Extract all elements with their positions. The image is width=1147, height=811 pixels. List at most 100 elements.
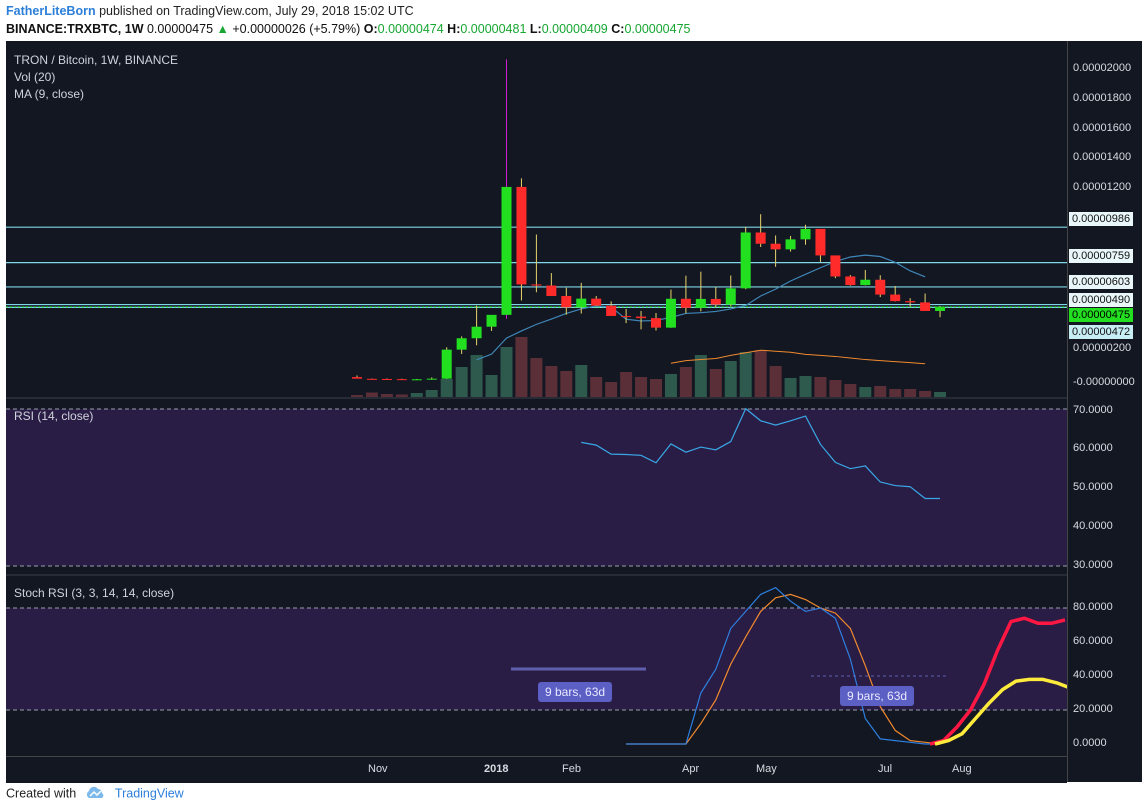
volume-bar: [650, 379, 662, 397]
stoch-tick: 60.0000: [1073, 635, 1113, 647]
volume-ma-line: [670, 349, 926, 365]
volume-legend[interactable]: Vol (20): [14, 70, 56, 84]
stoch-tick: 40.0000: [1073, 669, 1113, 681]
low-value: 0.00000409: [541, 22, 608, 36]
candle-down: [920, 302, 931, 311]
price-tick: 0.00000200: [1073, 342, 1132, 354]
close-label: C:: [611, 22, 625, 36]
projection-red-line: [929, 616, 1066, 746]
candle-down: [710, 298, 721, 305]
tradingview-cloud-icon: [84, 786, 106, 802]
volume-bar: [410, 393, 423, 397]
rsi-tick: 30.0000: [1073, 559, 1113, 571]
level-tag: 0.00000603: [1069, 275, 1134, 289]
level-tag: 0.00000490: [1069, 293, 1134, 307]
volume-bar: [425, 390, 438, 397]
candle-down: [531, 284, 542, 286]
volume-bar: [874, 386, 887, 397]
open-value: 0.00000474: [377, 22, 444, 36]
volume-bar: [545, 366, 558, 397]
volume-bar: [470, 355, 483, 397]
measure-label-2[interactable]: 9 bars, 63d: [840, 686, 915, 706]
volume-bar: [799, 376, 812, 397]
publish-header: FatherLiteBorn published on TradingView.…: [6, 4, 414, 18]
volume-bar: [784, 378, 797, 397]
candle-down: [591, 298, 602, 306]
candle-up: [426, 378, 437, 380]
volume-bar: [709, 369, 722, 397]
volume-bar: [395, 394, 408, 397]
price-tick: 0.00001800: [1073, 92, 1132, 104]
tradingview-link[interactable]: TradingView: [114, 786, 184, 801]
candle-up: [860, 279, 871, 286]
time-tick: Nov: [368, 763, 388, 775]
candle-down: [755, 232, 766, 244]
stoch-tick: 0.0000: [1073, 737, 1107, 749]
measure-label-1[interactable]: 9 bars, 63d: [538, 682, 613, 702]
created-with-label: Created with: [6, 786, 77, 801]
high-label: H:: [447, 22, 461, 36]
volume-bar: [380, 394, 393, 397]
volume-bar: [724, 361, 737, 397]
price-tick: 0.00002000: [1073, 62, 1132, 74]
ohlc-header: BINANCE:TRXBTC, 1W 0.00000475 ▲ +0.00000…: [6, 22, 691, 36]
volume-bar: [694, 355, 707, 397]
last-price-tag: 0.00000475: [1069, 308, 1134, 322]
candle-down: [621, 315, 632, 317]
volume-bar: [590, 377, 603, 397]
level-tag: 0.00000472: [1069, 325, 1134, 339]
candle-up: [486, 314, 497, 327]
volume-bar: [485, 375, 498, 397]
price-tick: -0.00000000: [1073, 376, 1135, 388]
volume-bar: [679, 367, 692, 397]
volume-bar: [829, 380, 842, 397]
volume-bar: [859, 387, 872, 397]
footer: Created with TradingView: [6, 786, 184, 802]
time-scale[interactable]: Nov 2018 Feb Apr May Jul Aug: [6, 756, 1067, 783]
candle-down: [875, 279, 886, 295]
author-link[interactable]: FatherLiteBorn: [6, 4, 96, 18]
candle-down: [546, 285, 557, 296]
low-label: L:: [529, 22, 542, 36]
published-text: published on TradingView.com, July 29, 2…: [99, 4, 414, 18]
price-scale[interactable]: 0.00002000 0.00001800 0.00001600 0.00001…: [1067, 41, 1142, 782]
candle-down: [606, 305, 617, 316]
volume-bar: [500, 347, 513, 397]
candle-up: [725, 288, 736, 305]
volume-bar: [515, 337, 528, 397]
candle-up: [501, 186, 512, 315]
volume-bar: [934, 392, 947, 397]
chart-canvas[interactable]: [6, 41, 1071, 782]
volume-bar: [754, 350, 767, 397]
volume-bar: [440, 379, 453, 397]
candle-up: [800, 228, 811, 240]
time-tick: Apr: [682, 763, 700, 775]
stoch-tick: 80.0000: [1073, 601, 1113, 613]
level-tag: 0.00000759: [1069, 249, 1134, 263]
rsi-legend[interactable]: RSI (14, close): [14, 409, 94, 423]
ma-legend[interactable]: MA (9, close): [14, 87, 85, 101]
candle-up: [935, 306, 946, 311]
volume-bar: [605, 382, 618, 397]
candle-down: [516, 186, 527, 285]
candle-up: [441, 349, 452, 379]
stoch-legend[interactable]: Stoch RSI (3, 3, 14, 14, close): [14, 586, 175, 600]
stoch-tick: 20.0000: [1073, 703, 1113, 715]
time-tick: 2018: [484, 763, 509, 775]
volume-bar: [814, 377, 827, 397]
rsi-tick: 40.0000: [1073, 520, 1113, 532]
volume-bar: [664, 374, 677, 397]
volume-bar: [919, 391, 932, 397]
rsi-tick: 70.0000: [1073, 404, 1113, 416]
volume-bar: [844, 384, 857, 397]
candle-down: [890, 294, 901, 302]
candle-up: [695, 298, 706, 308]
volume-bar: [560, 371, 573, 397]
chart-area[interactable]: TRON / Bitcoin, 1W, BINANCE Vol (20) MA …: [6, 41, 1071, 782]
candle-up: [740, 232, 751, 289]
volume-bar: [365, 392, 378, 397]
up-triangle-icon: ▲: [216, 22, 229, 36]
candle-up: [576, 298, 587, 308]
candle-down: [381, 378, 392, 380]
volume-bar: [739, 352, 752, 397]
